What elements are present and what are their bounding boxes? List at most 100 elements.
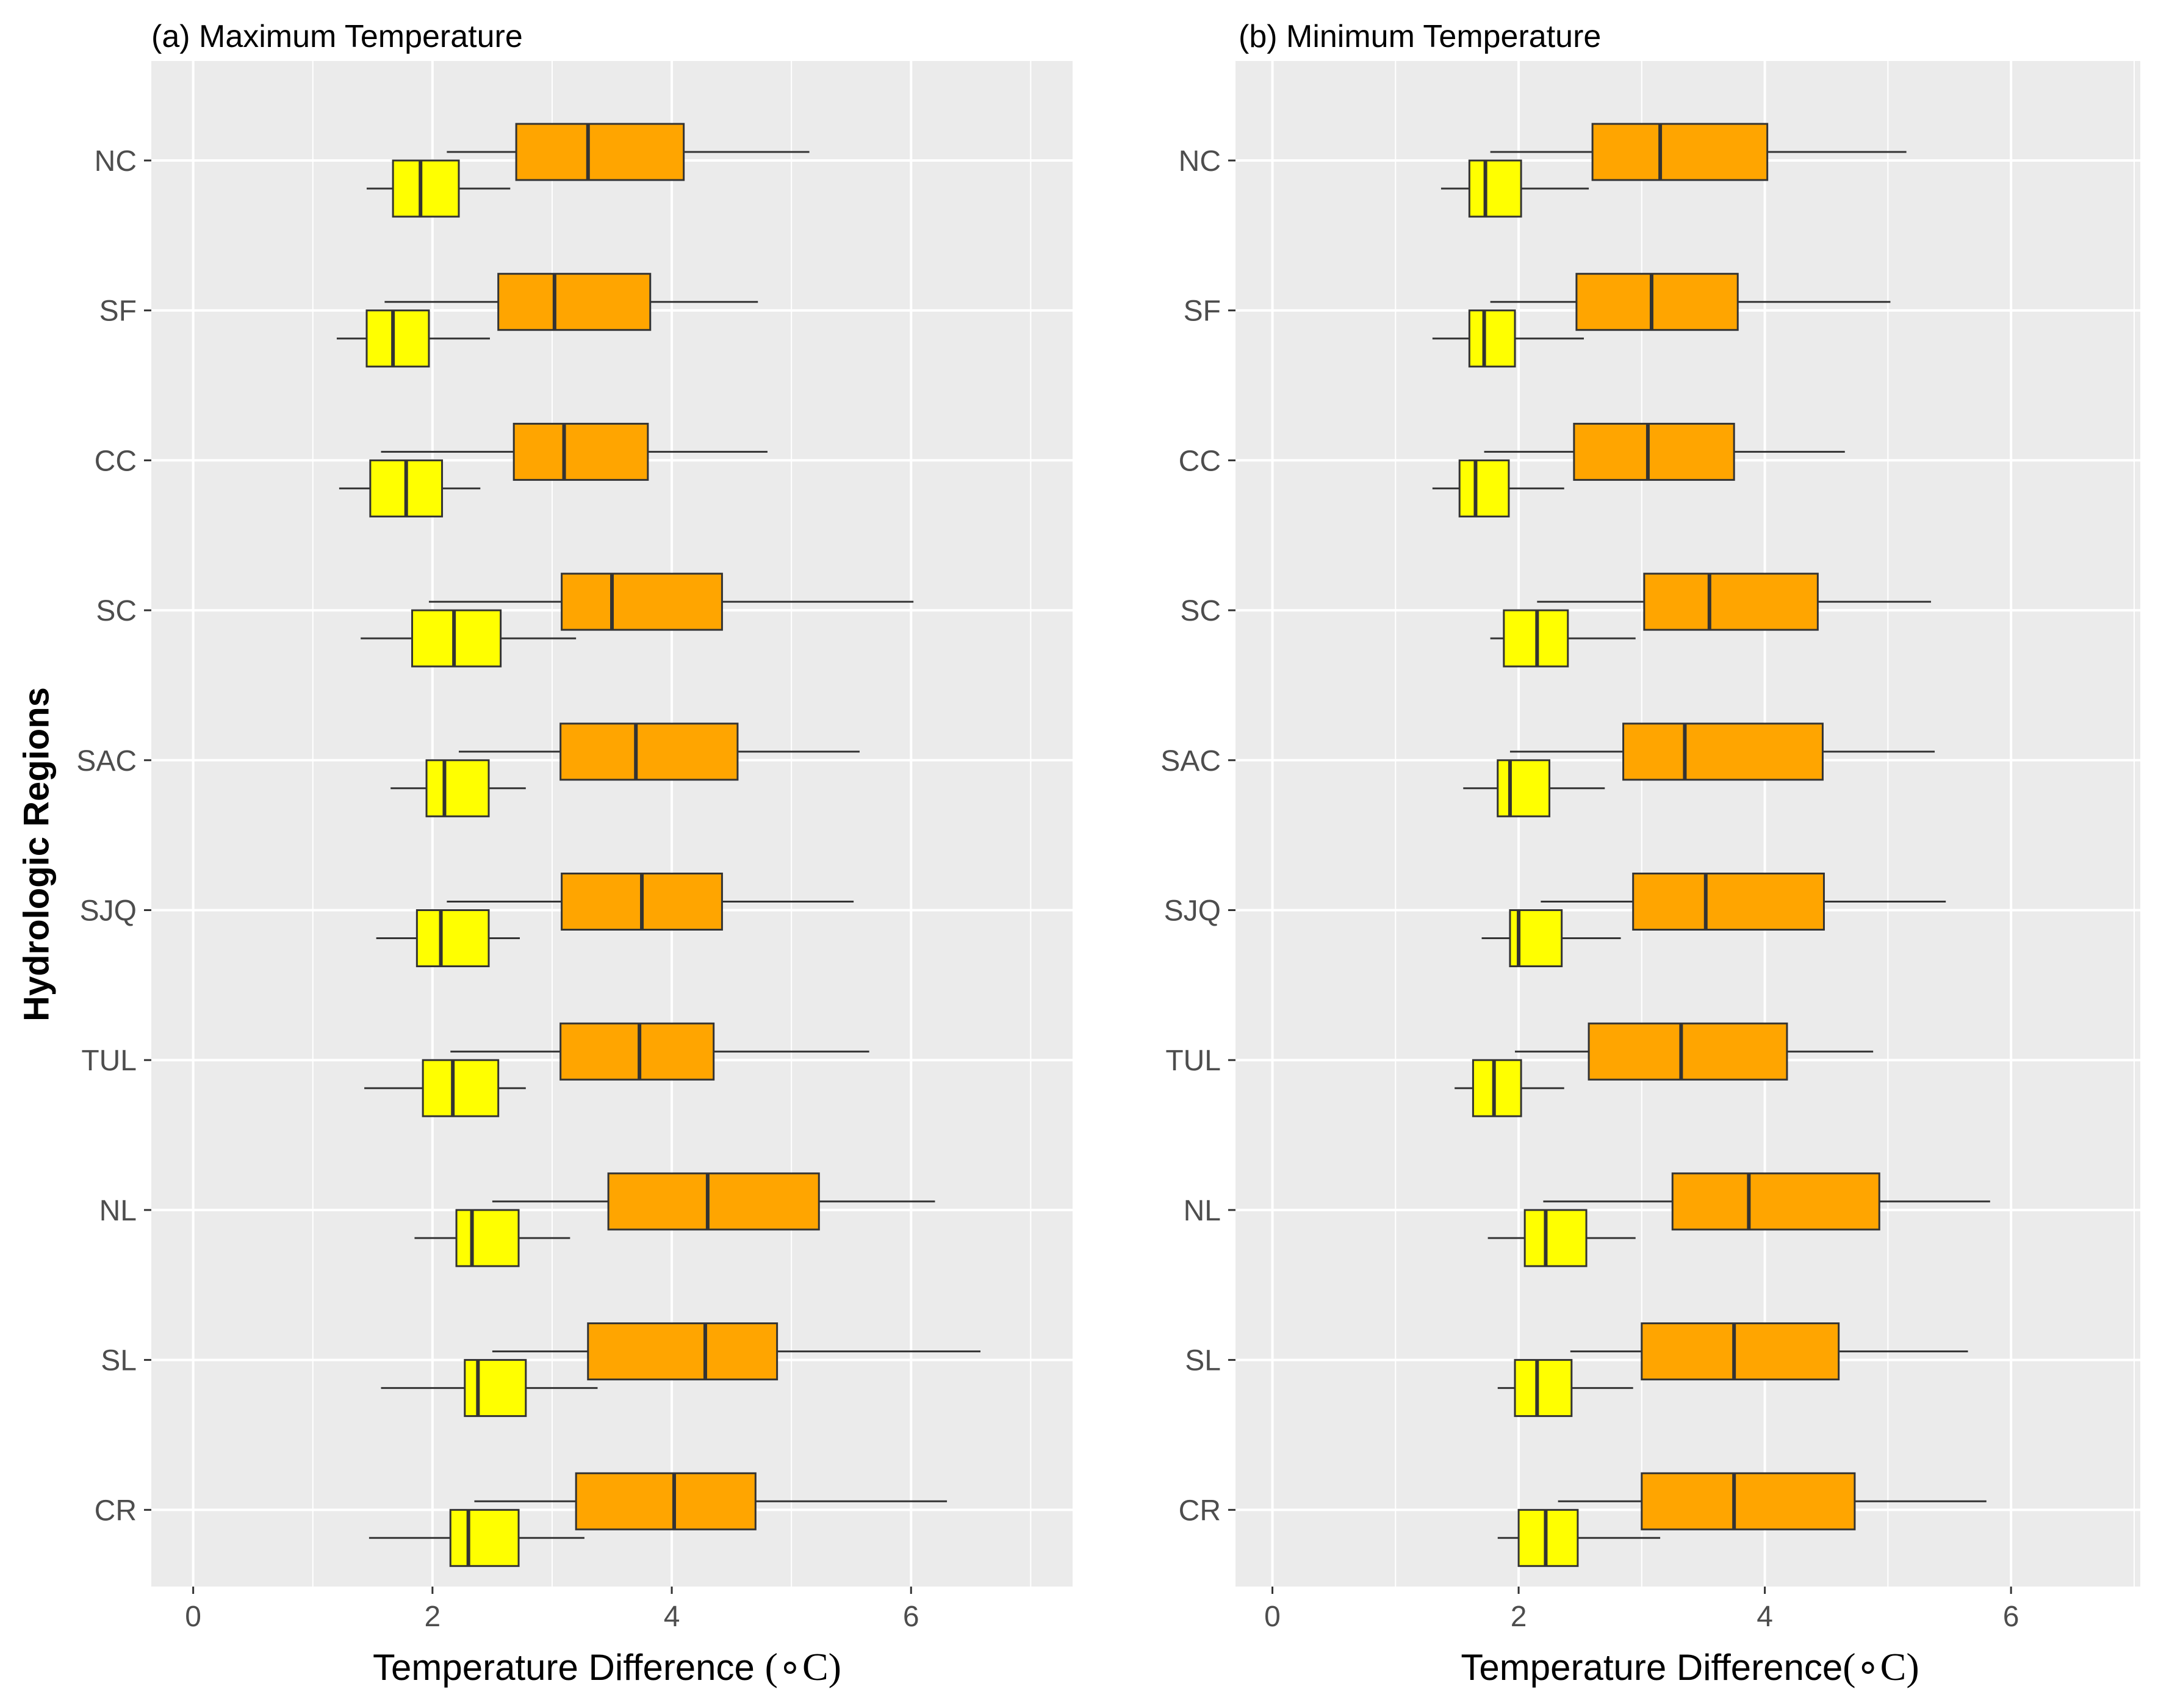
panel-b-box-lower-tul [1455, 1059, 1564, 1117]
panel-b-box-upper-nl [1543, 1172, 1990, 1231]
box-iqr [1622, 722, 1824, 781]
panel-b-plot: NC SF CC SC SAC SJQ TUL NL SL CR 0 2 4 6 [1160, 61, 2140, 1633]
box-iqr [1497, 759, 1551, 818]
panel-b-box-upper-nc [1490, 123, 1907, 181]
panel-a-y-tick-label-nl: NL [99, 1195, 137, 1227]
panel-b-box-upper-sl [1570, 1322, 1968, 1381]
box-iqr [1575, 273, 1739, 331]
panel-b-box-lower-sjq [1481, 909, 1621, 967]
box-iqr [365, 309, 430, 368]
panel-b-y-tick-label-cr: CR [1179, 1494, 1221, 1527]
panel-a-box-lower-sc [361, 609, 577, 668]
box-iqr [1643, 572, 1819, 631]
panel-a-x-tick-label: 2 [424, 1601, 441, 1633]
panel-b-box-lower-cc [1432, 459, 1564, 517]
panel-b-y-tick-label-nl: NL [1184, 1195, 1221, 1227]
panel-b-y-tick-label-sac: SAC [1160, 745, 1221, 777]
panel-a-box-upper-nc [447, 123, 810, 181]
box-iqr [1671, 1172, 1880, 1231]
box-iqr [422, 1059, 500, 1117]
box-iqr [607, 1172, 820, 1231]
box-iqr [1472, 1059, 1522, 1117]
panel-b-box-lower-sf [1432, 309, 1584, 368]
panel-a-plot: NC SF CC SC SAC SJQ TUL NL SL CR 0 2 4 6 [76, 61, 1073, 1633]
box-iqr [575, 1472, 757, 1530]
panel-b-x-tick-label: 4 [1757, 1601, 1773, 1633]
panel-a-box-lower-sl [381, 1359, 598, 1418]
panel-a-box-lower-sjq [376, 909, 520, 967]
panel-b-box-upper-cc [1484, 422, 1845, 481]
box-iqr [1468, 309, 1516, 368]
panel-a-y-tick-label-cc: CC [95, 445, 137, 477]
panel-b-x-tick-label: 2 [1511, 1601, 1527, 1633]
box-iqr [411, 609, 502, 668]
panel-a-x-axis-unit: (∘C) [764, 1645, 841, 1688]
panel-b-box-upper-sac [1509, 722, 1935, 781]
panel-b-y-tick-label-sc: SC [1180, 595, 1221, 627]
panel-a-box-lower-sf [336, 309, 490, 368]
panel-b-x-tick-label: 6 [2003, 1601, 2019, 1633]
panel-a-x-axis-title: Temperature Difference (∘C) [373, 1645, 841, 1690]
panel-b-x-axis-title-text: Temperature Difference [1461, 1647, 1843, 1688]
panel-b-x-axis-unit: (∘C) [1843, 1645, 1919, 1688]
panel-b-box-lower-sc [1490, 609, 1636, 668]
panel-b-title: (b) Minimum Temperature [1239, 19, 1602, 54]
box-iqr [1468, 159, 1522, 218]
panel-a-y-tick-label-sl: SL [101, 1345, 137, 1377]
box-iqr [559, 1022, 715, 1081]
panel-b-y-tick-label-sjq: SJQ [1164, 895, 1221, 928]
panel-b-box-lower-nl [1487, 1209, 1636, 1267]
panel-a-box-lower-nc [366, 159, 511, 218]
panel-a-y-tick-label-sjq: SJQ [80, 895, 137, 928]
panel-a-box-upper-cc [381, 422, 768, 481]
box-iqr [449, 1508, 520, 1567]
panel-a-y-tick-label-sc: SC [96, 595, 137, 627]
panel-b-box-lower-nc [1440, 159, 1589, 218]
box-iqr [1641, 1472, 1856, 1530]
panel-a-box-upper-tul [450, 1022, 869, 1081]
panel-a-y-tick-label-nc: NC [95, 145, 137, 178]
box-iqr [497, 273, 652, 331]
box-iqr [512, 422, 649, 481]
panel-b-box-lower-cr [1497, 1508, 1661, 1567]
panel-a-box-upper-sjq [447, 873, 854, 931]
box-iqr [1641, 1322, 1840, 1381]
panel-b-y-tick-label-tul: TUL [1165, 1045, 1221, 1077]
panel-a-box-upper-sc [428, 572, 914, 631]
panel-b-y-tick-label-sl: SL [1185, 1345, 1221, 1377]
panel-a-box-lower-nl [414, 1209, 570, 1267]
box-iqr [464, 1359, 527, 1418]
box-iqr [561, 572, 723, 631]
box-iqr [1588, 1022, 1788, 1081]
panel-a-box-lower-sac [390, 759, 526, 818]
panel-b-y-tick-label-sf: SF [1184, 295, 1221, 328]
panel-a-x-axis-title-text: Temperature Difference [373, 1647, 765, 1688]
panel-b-x-axis-title: Temperature Difference(∘C) [1461, 1645, 1919, 1690]
box-iqr [1632, 873, 1825, 931]
panel-b-box-upper-sc [1537, 572, 1931, 631]
panel-a-box-lower-cc [339, 459, 481, 517]
panel-b-box-upper-sf [1490, 273, 1891, 331]
panel-b-y-tick-label-cc: CC [1179, 445, 1221, 477]
panel-b-box-upper-sjq [1541, 873, 1946, 931]
box-iqr [1517, 1508, 1579, 1567]
box-iqr [425, 759, 490, 818]
panel-a-x-tick-label: 6 [903, 1601, 919, 1633]
box-iqr [559, 722, 739, 781]
panel-a-x-tick-label: 4 [664, 1601, 680, 1633]
panel-a-title: (a) Maximum Temperature [151, 19, 523, 54]
box-iqr [1573, 422, 1735, 481]
panel-b-box-lower-sac [1463, 759, 1605, 818]
panel-a-box-lower-cr [369, 1508, 584, 1567]
panel-a-box-upper-cr [474, 1472, 948, 1530]
panel-a-box-lower-tul [364, 1059, 526, 1117]
panel-b-box-upper-cr [1558, 1472, 1987, 1530]
panel-a-y-tick-label-cr: CR [95, 1494, 137, 1527]
box-iqr [392, 159, 460, 218]
panel-b-box-upper-tul [1515, 1022, 1874, 1081]
box-iqr [1523, 1209, 1588, 1267]
box-iqr [515, 123, 685, 181]
panel-a-y-tick-label-sac: SAC [76, 745, 137, 777]
panel-a-box-upper-sl [492, 1322, 980, 1381]
box-iqr [1591, 123, 1769, 181]
